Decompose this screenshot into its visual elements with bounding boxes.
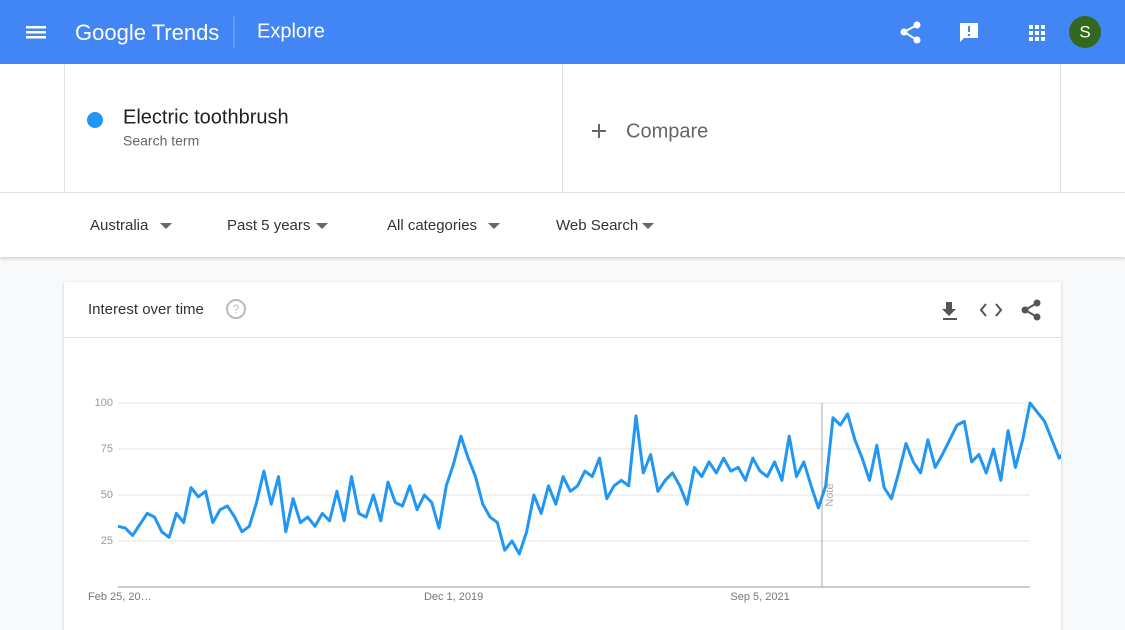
download-icon[interactable] xyxy=(942,302,957,320)
avatar[interactable] xyxy=(1069,16,1101,48)
y-tick-label: 25 xyxy=(101,535,113,547)
search-term[interactable]: Electric toothbrush xyxy=(123,106,289,128)
compare[interactable]: Compare xyxy=(626,120,708,142)
search-boxes: Electric toothbrush Search term Compare xyxy=(64,64,1061,192)
svg-text:?: ? xyxy=(233,302,240,316)
search-area: Electric toothbrush Search term Compare xyxy=(0,64,1125,192)
menu-icon[interactable] xyxy=(26,26,46,39)
series-dot xyxy=(87,112,103,128)
header-icons: Google Trends Explore S xyxy=(26,16,1101,48)
filter-geo[interactable]: Australia xyxy=(90,217,149,234)
avatar-letter: S xyxy=(1079,22,1090,41)
card-share-icon[interactable] xyxy=(1021,299,1041,321)
filter-category[interactable]: All categories xyxy=(387,217,478,234)
dropdown-arrows xyxy=(160,223,654,229)
x-tick-label: Sep 5, 2021 xyxy=(730,591,789,603)
help-icon[interactable]: ? xyxy=(226,299,246,319)
y-tick-label: 75 xyxy=(101,443,113,455)
filter-property[interactable]: Web Search xyxy=(556,217,639,234)
logo[interactable]: Google Trends xyxy=(75,20,219,45)
share-icon[interactable] xyxy=(900,21,921,44)
note-label: Note xyxy=(824,483,836,506)
search-subtitle: Search term xyxy=(123,133,199,149)
x-tick-label: Dec 1, 2019 xyxy=(424,591,483,603)
card-title: Interest over time xyxy=(88,301,204,318)
chart-card: Interest over time ? 25 50 75 100 Feb 25, 20… xyxy=(64,282,1061,630)
filter-time[interactable]: Past 5 years xyxy=(227,217,311,234)
series-line xyxy=(117,401,1061,556)
x-tick-label: Feb 25, 20… xyxy=(88,591,152,603)
plus-icon[interactable] xyxy=(592,124,606,138)
y-tick-label: 50 xyxy=(101,489,113,501)
y-tick-label: 100 xyxy=(95,397,113,409)
page-title: Explore xyxy=(257,20,325,42)
header: Google Trends Explore S xyxy=(0,0,1125,64)
feedback-icon[interactable] xyxy=(960,23,978,42)
chart: Interest over time ? 25 50 75 100 Feb 25, 20… xyxy=(64,299,1061,603)
filter-bar: Australia Past 5 years All categories We… xyxy=(0,192,1125,257)
embed-icon[interactable] xyxy=(979,303,1003,317)
apps-icon[interactable] xyxy=(1029,25,1045,41)
